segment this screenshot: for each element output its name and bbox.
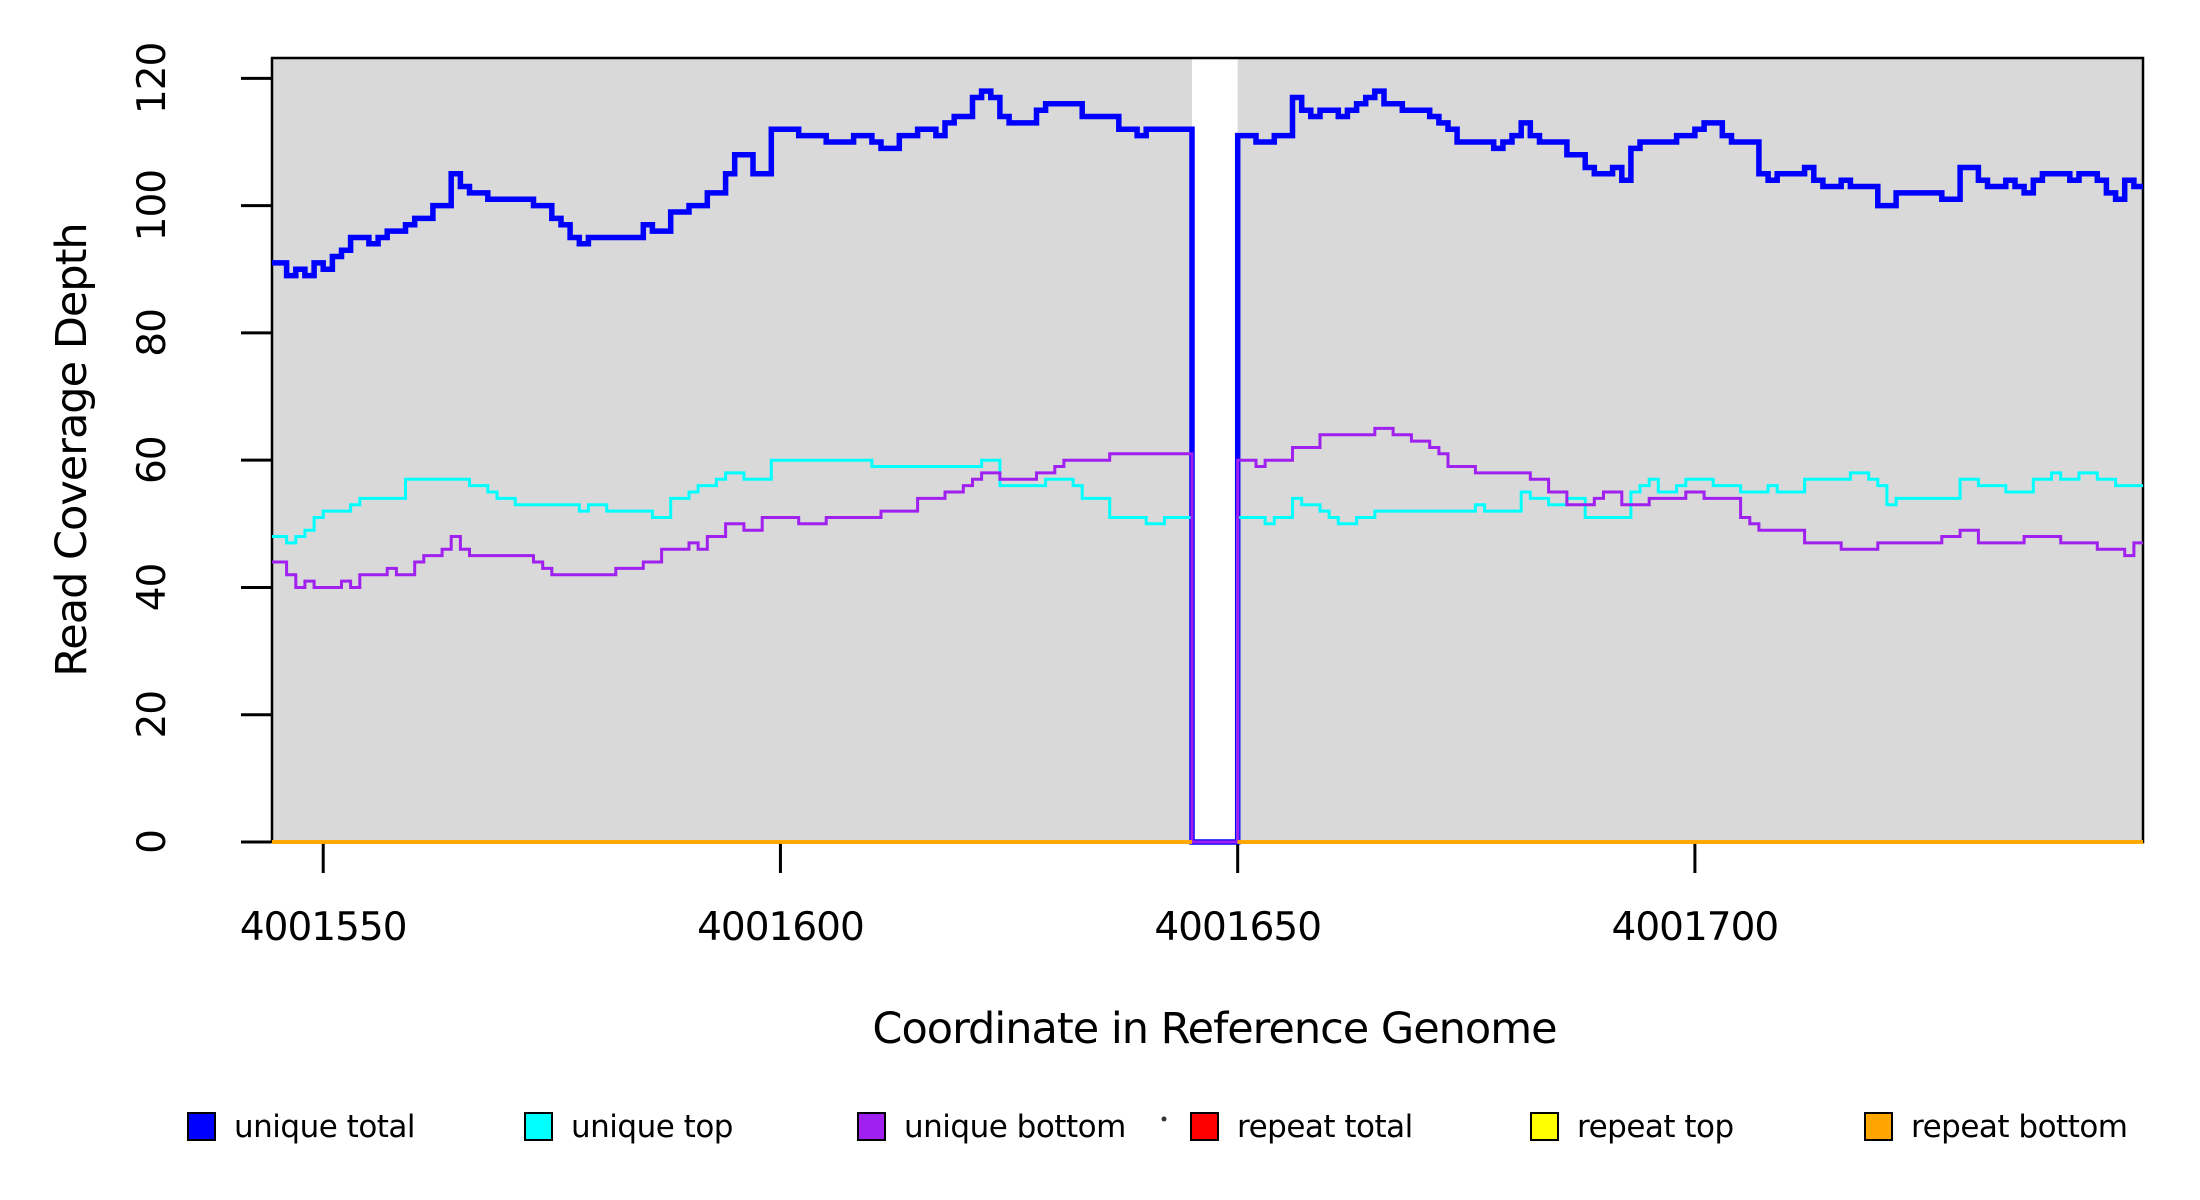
x-axis-tick-label: 4001600 bbox=[697, 905, 864, 950]
y-axis-tick-label: 60 bbox=[130, 436, 175, 484]
legend-label-repeat-bottom: repeat bottom bbox=[1911, 1109, 2128, 1145]
legend-swatch-unique-total bbox=[187, 1112, 216, 1141]
legend-swatch-unique-bottom bbox=[857, 1112, 886, 1141]
legend-label-unique-total: unique total bbox=[234, 1109, 415, 1145]
x-axis-tick-label: 4001700 bbox=[1612, 905, 1779, 950]
y-axis-tick-label: 20 bbox=[130, 691, 175, 739]
y-axis-tick-label: 100 bbox=[130, 170, 175, 241]
series-unique-top bbox=[272, 458, 2143, 844]
legend-label-unique-top: unique top bbox=[571, 1109, 733, 1145]
x-axis-tick-label: 4001550 bbox=[240, 905, 407, 950]
x-axis-tick-label: 4001650 bbox=[1154, 905, 1321, 950]
legend-swatch-repeat-total bbox=[1190, 1112, 1219, 1141]
y-axis-tick-label: 0 bbox=[130, 830, 175, 854]
y-axis-tick-label: 80 bbox=[130, 309, 175, 357]
zero-coverage-gap-band bbox=[1191, 58, 1238, 842]
legend-label-repeat-total: repeat total bbox=[1237, 1109, 1413, 1145]
legend-swatch-repeat-top bbox=[1530, 1112, 1559, 1141]
y-axis-tick-label: 120 bbox=[130, 43, 175, 114]
legend-label-unique-bottom: unique bottom bbox=[904, 1109, 1126, 1145]
legend-label-repeat-top: repeat top bbox=[1577, 1109, 1734, 1145]
series-unique-bottom bbox=[272, 426, 2143, 844]
legend-swatch-unique-top bbox=[524, 1112, 553, 1141]
y-axis-title: Read Coverage Depth bbox=[47, 223, 97, 676]
legend-swatch-repeat-bottom bbox=[1864, 1112, 1893, 1141]
x-axis-title: Coordinate in Reference Genome bbox=[872, 1004, 1556, 1054]
stray-dot bbox=[1161, 1116, 1167, 1122]
y-axis-tick-label: 40 bbox=[130, 564, 175, 612]
